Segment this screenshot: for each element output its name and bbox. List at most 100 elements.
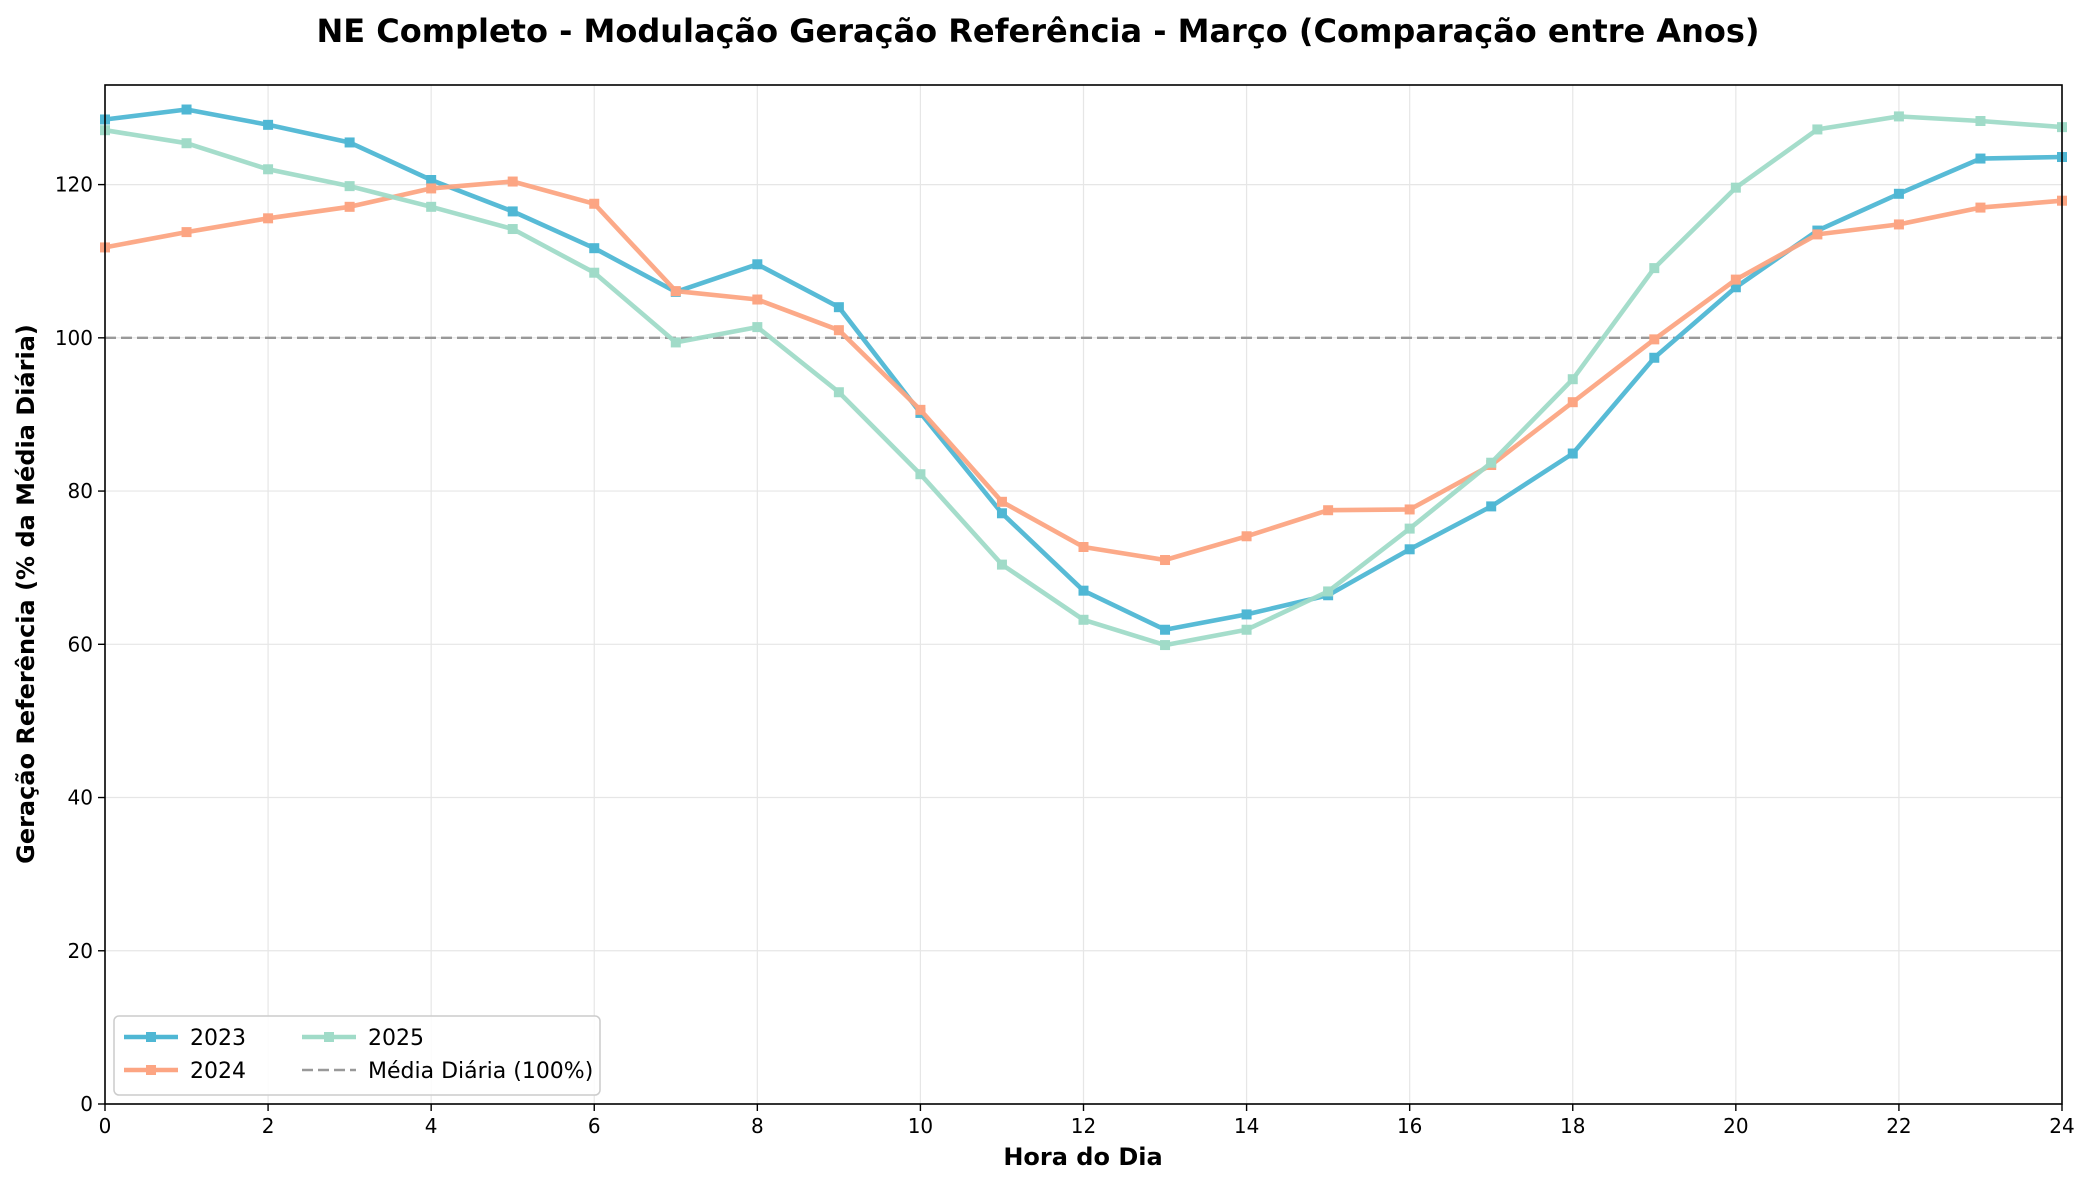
data-point <box>1649 263 1660 274</box>
data-point <box>996 508 1007 519</box>
y-tick-label: 40 <box>68 786 93 810</box>
data-point <box>670 337 681 348</box>
x-tick-label: 16 <box>1397 1114 1422 1138</box>
x-tick-label: 2 <box>262 1114 275 1138</box>
x-axis-label: Hora do Dia <box>1003 1143 1162 1171</box>
data-point <box>426 183 437 194</box>
data-point <box>1160 555 1171 566</box>
y-tick-label: 0 <box>80 1092 93 1116</box>
data-point <box>507 176 518 187</box>
x-tick-label: 12 <box>1071 1114 1096 1138</box>
data-point <box>996 496 1007 507</box>
data-point <box>996 559 1007 570</box>
data-point <box>752 322 763 333</box>
data-point <box>1975 116 1986 127</box>
data-point <box>833 302 844 313</box>
data-point <box>1649 334 1660 345</box>
data-point <box>670 286 681 297</box>
data-point <box>1567 374 1578 385</box>
data-point <box>1975 202 1986 213</box>
data-point <box>589 198 600 209</box>
legend-label: Média Diária (100%) <box>368 1059 593 1084</box>
data-point <box>833 325 844 336</box>
legend-label: 2023 <box>190 1026 246 1051</box>
data-point <box>1404 504 1415 515</box>
data-point <box>752 294 763 305</box>
data-point <box>1893 219 1904 230</box>
data-point <box>181 104 192 115</box>
data-point <box>181 138 192 149</box>
data-point <box>1567 397 1578 408</box>
legend-box <box>113 1015 601 1096</box>
data-point <box>181 227 192 238</box>
data-point <box>1241 609 1252 620</box>
data-point <box>344 137 355 148</box>
data-point <box>1567 448 1578 459</box>
y-tick-label: 80 <box>68 479 93 503</box>
legend-item: 2023 <box>124 1026 246 1051</box>
x-tick-label: 22 <box>1886 1114 1911 1138</box>
x-tick-label: 24 <box>2049 1114 2074 1138</box>
data-point <box>344 201 355 212</box>
x-tick-label: 0 <box>99 1114 112 1138</box>
data-point <box>1812 124 1823 135</box>
data-point <box>1486 501 1497 512</box>
data-point <box>752 259 763 270</box>
data-point <box>1404 523 1415 534</box>
data-point <box>1241 531 1252 542</box>
data-point <box>915 404 926 415</box>
data-point <box>1893 111 1904 122</box>
y-tick-label: 100 <box>55 326 93 350</box>
y-axis-label: Geração Referência (% da Média Diária) <box>12 324 40 864</box>
data-point <box>833 387 844 398</box>
data-point <box>1486 457 1497 468</box>
data-point <box>1078 614 1089 625</box>
data-point <box>1160 624 1171 635</box>
chart-title: NE Completo - Modulação Geração Referênc… <box>316 12 1759 50</box>
x-tick-label: 4 <box>425 1114 438 1138</box>
data-point <box>426 175 437 186</box>
legend-label: 2025 <box>368 1026 424 1051</box>
legend-marker <box>146 1032 156 1042</box>
data-point <box>1812 229 1823 240</box>
data-point <box>1730 274 1741 285</box>
x-tick-label: 8 <box>751 1114 764 1138</box>
data-point <box>1975 153 1986 164</box>
data-point <box>915 469 926 480</box>
data-point <box>589 267 600 278</box>
legend-marker <box>324 1032 334 1042</box>
data-point <box>1160 640 1171 651</box>
legend-item: 2025 <box>302 1026 424 1051</box>
y-tick-label: 120 <box>55 173 93 197</box>
x-tick-label: 20 <box>1723 1114 1748 1138</box>
data-point <box>1241 624 1252 635</box>
data-point <box>507 206 518 217</box>
x-tick-label: 18 <box>1560 1114 1585 1138</box>
series-2023 <box>100 104 2067 635</box>
data-point <box>1323 586 1334 597</box>
series-2024 <box>100 176 2067 566</box>
data-point <box>1730 182 1741 193</box>
data-point <box>1078 541 1089 552</box>
legend-item: Média Diária (100%) <box>302 1059 593 1084</box>
data-point <box>589 243 600 254</box>
data-point <box>344 181 355 192</box>
data-point <box>263 164 274 175</box>
data-point <box>263 213 274 224</box>
data-point <box>1078 585 1089 596</box>
y-tick-label: 20 <box>68 939 93 963</box>
x-tick-label: 14 <box>1234 1114 1259 1138</box>
data-point <box>507 224 518 235</box>
x-tick-label: 6 <box>588 1114 601 1138</box>
data-point <box>1404 544 1415 555</box>
x-tick-label: 10 <box>908 1114 933 1138</box>
y-tick-label: 60 <box>68 632 93 656</box>
legend-label: 2024 <box>190 1059 246 1084</box>
data-point <box>426 201 437 212</box>
series-2025 <box>100 111 2067 651</box>
data-point <box>1893 188 1904 199</box>
legend-item: 2024 <box>124 1059 246 1084</box>
